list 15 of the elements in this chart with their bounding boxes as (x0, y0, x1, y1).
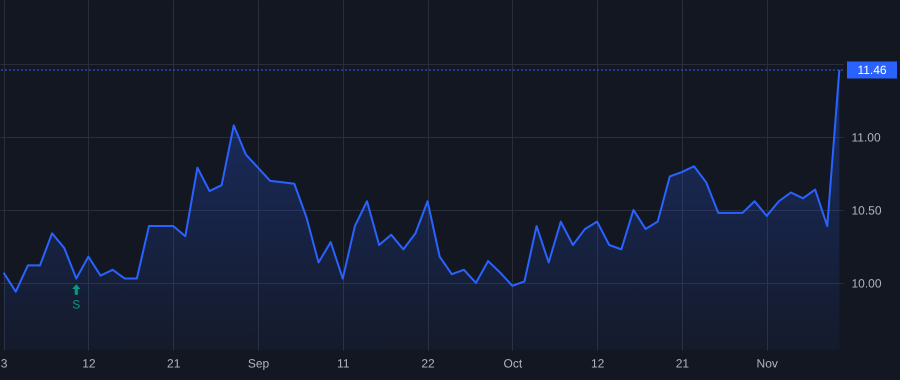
y-tick-label: 11.00 (852, 130, 881, 145)
x-tick-label: Oct (504, 356, 523, 370)
x-tick-label: 21 (167, 356, 181, 370)
x-tick-label: Sep (248, 356, 270, 370)
x-tick-label: 11 (337, 356, 350, 370)
annotation: S (72, 298, 80, 312)
y-tick-label: 10.50 (852, 204, 882, 218)
ref-line-label: 11.46 (857, 63, 887, 77)
x-tick-label: 21 (676, 356, 690, 370)
x-tick-label: Nov (756, 356, 778, 370)
x-tick-label: 3 (0, 356, 8, 370)
x-tick-label: 12 (82, 356, 96, 370)
y-tick-label: 10.00 (852, 276, 882, 290)
x-tick-label: 22 (421, 356, 436, 370)
x-tick-label: 12 (590, 356, 605, 370)
